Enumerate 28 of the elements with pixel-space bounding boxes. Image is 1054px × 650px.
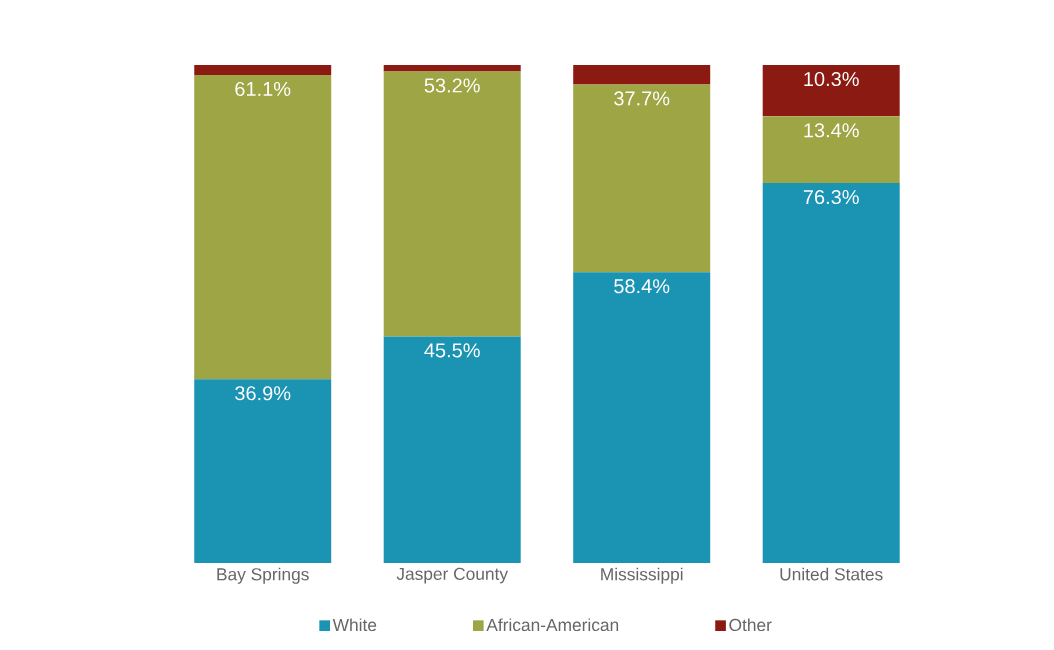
bar — [573, 272, 711, 563]
x-tick-label: Jasper County — [396, 567, 509, 584]
data-label: 13.4% — [804, 123, 859, 138]
data-label: 36.9% — [235, 386, 291, 401]
data-label: 37.7% — [614, 91, 670, 106]
legend-label: White — [332, 618, 377, 632]
bar — [573, 65, 711, 85]
bar — [194, 65, 332, 75]
bar — [762, 65, 900, 117]
data-label: 53.2% — [424, 78, 480, 93]
bar — [194, 379, 332, 563]
data-label: 10.3% — [804, 71, 859, 87]
bar — [573, 84, 711, 273]
x-tick-label: Mississippi — [601, 567, 683, 584]
data-label: 61.1% — [235, 81, 291, 97]
bar — [383, 65, 521, 72]
legend-label: Other — [729, 618, 772, 632]
bar — [762, 183, 900, 563]
bar — [762, 116, 900, 184]
x-tick-label: Bay Springs — [217, 567, 309, 584]
data-label: 58.4% — [614, 279, 670, 294]
bar — [383, 336, 521, 563]
bar — [383, 71, 521, 337]
x-tick-label: United States — [780, 567, 883, 581]
legend-label: African-American — [486, 618, 619, 632]
bar — [194, 74, 332, 380]
data-label: 45.5% — [424, 343, 480, 358]
data-label: 76.3% — [803, 189, 859, 205]
